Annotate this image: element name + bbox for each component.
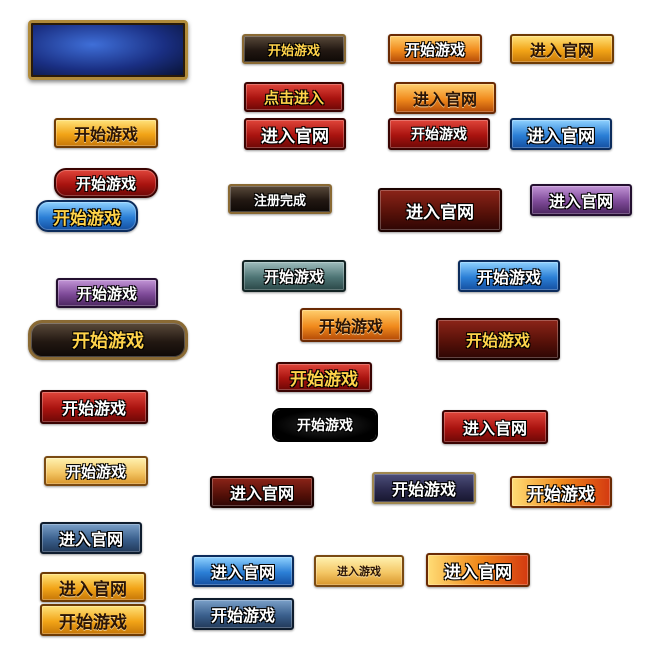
start-game-splat-button[interactable]: 开始游戏 xyxy=(274,410,376,440)
start-game-darkred-ornate-button[interactable]: 开始游戏 xyxy=(436,318,560,360)
register-complete-black-button[interactable]: 注册完成 xyxy=(228,184,332,214)
start-game-red-gold-button[interactable]: 开始游戏 xyxy=(276,362,372,392)
panel-blank-button[interactable] xyxy=(28,20,188,80)
enter-site-orange-ornate-button[interactable]: 进入官网 xyxy=(394,82,496,114)
start-game-steel-button[interactable]: 开始游戏 xyxy=(192,598,294,630)
enter-site-gold-button[interactable]: 进入官网 xyxy=(510,34,614,64)
enter-site-red-2-button[interactable]: 进入官网 xyxy=(442,410,548,444)
click-enter-red-button[interactable]: 点击进入 xyxy=(244,82,344,112)
start-game-gold-2-button[interactable]: 开始游戏 xyxy=(44,456,148,486)
start-game-orange-ornate-button[interactable]: 开始游戏 xyxy=(300,308,402,342)
enter-site-blue-2-button[interactable]: 进入官网 xyxy=(192,555,294,587)
start-game-black-ornate-button[interactable]: 开始游戏 xyxy=(28,320,188,360)
enter-site-blue-button[interactable]: 进入官网 xyxy=(510,118,612,150)
start-game-red-button[interactable]: 开始游戏 xyxy=(388,118,490,150)
enter-site-darkred-button[interactable]: 进入官网 xyxy=(378,188,502,232)
start-game-red-pill-button[interactable]: 开始游戏 xyxy=(54,168,158,198)
enter-site-steel-button[interactable]: 进入官网 xyxy=(40,522,142,554)
enter-site-darkred-2-button[interactable]: 进入官网 xyxy=(210,476,314,508)
start-game-purple-button[interactable]: 开始游戏 xyxy=(56,278,158,308)
start-game-gold-button[interactable]: 开始游戏 xyxy=(54,118,158,148)
start-game-gold-3-button[interactable]: 开始游戏 xyxy=(40,604,146,636)
start-game-blue-button[interactable]: 开始游戏 xyxy=(458,260,560,292)
enter-site-gradient-button[interactable]: 进入官网 xyxy=(426,553,530,587)
start-game-orange-button[interactable]: 开始游戏 xyxy=(388,34,482,64)
enter-site-purple-button[interactable]: 进入官网 xyxy=(530,184,632,216)
start-game-navy-button[interactable]: 开始游戏 xyxy=(372,472,476,504)
start-game-black-button[interactable]: 开始游戏 xyxy=(242,34,346,64)
enter-site-gold-2-button[interactable]: 进入官网 xyxy=(40,572,146,602)
start-game-gradient-button[interactable]: 开始游戏 xyxy=(510,476,612,508)
enter-game-cream-button[interactable]: 进入游戏 xyxy=(314,555,404,587)
start-game-red-2-button[interactable]: 开始游戏 xyxy=(40,390,148,424)
enter-site-red-button[interactable]: 进入官网 xyxy=(244,118,346,150)
start-game-teal-button[interactable]: 开始游戏 xyxy=(242,260,346,292)
start-game-blue-pill-button[interactable]: 开始游戏 xyxy=(36,200,138,232)
